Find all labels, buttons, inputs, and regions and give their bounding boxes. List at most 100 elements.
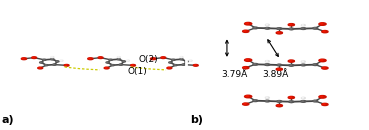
Circle shape bbox=[254, 100, 256, 101]
Circle shape bbox=[169, 62, 170, 63]
Circle shape bbox=[39, 67, 41, 68]
Circle shape bbox=[56, 61, 59, 62]
Circle shape bbox=[289, 60, 292, 61]
Circle shape bbox=[266, 97, 268, 98]
Circle shape bbox=[265, 61, 269, 62]
Circle shape bbox=[162, 57, 163, 58]
Circle shape bbox=[266, 64, 268, 65]
Circle shape bbox=[288, 60, 294, 62]
Text: O(1): O(1) bbox=[127, 67, 147, 76]
Circle shape bbox=[265, 27, 270, 29]
Circle shape bbox=[288, 96, 294, 99]
Circle shape bbox=[64, 64, 69, 66]
Circle shape bbox=[277, 105, 280, 106]
Circle shape bbox=[243, 30, 249, 32]
Circle shape bbox=[323, 104, 325, 105]
Circle shape bbox=[122, 61, 125, 62]
Circle shape bbox=[301, 97, 305, 99]
Circle shape bbox=[289, 24, 292, 25]
Text: 3.89Å: 3.89Å bbox=[262, 70, 288, 79]
Circle shape bbox=[278, 64, 280, 65]
Circle shape bbox=[244, 103, 246, 104]
Circle shape bbox=[322, 31, 328, 33]
Circle shape bbox=[127, 60, 128, 61]
Circle shape bbox=[276, 105, 282, 107]
Circle shape bbox=[301, 25, 305, 26]
Circle shape bbox=[245, 22, 252, 25]
Text: O(2): O(2) bbox=[138, 55, 158, 64]
Circle shape bbox=[183, 64, 184, 65]
Circle shape bbox=[290, 101, 292, 102]
Circle shape bbox=[277, 28, 282, 29]
Circle shape bbox=[107, 62, 108, 63]
Circle shape bbox=[172, 59, 175, 60]
Circle shape bbox=[180, 59, 183, 60]
Circle shape bbox=[99, 57, 101, 58]
Circle shape bbox=[33, 57, 34, 58]
Circle shape bbox=[61, 60, 62, 61]
Circle shape bbox=[288, 24, 294, 26]
Circle shape bbox=[319, 96, 326, 98]
Circle shape bbox=[301, 64, 306, 66]
Circle shape bbox=[301, 28, 306, 29]
Circle shape bbox=[131, 64, 135, 66]
Circle shape bbox=[278, 28, 280, 29]
Circle shape bbox=[322, 103, 328, 106]
Circle shape bbox=[190, 60, 191, 61]
Circle shape bbox=[111, 65, 114, 66]
Circle shape bbox=[289, 97, 292, 98]
Circle shape bbox=[289, 28, 294, 30]
Circle shape bbox=[117, 59, 120, 60]
Circle shape bbox=[323, 31, 325, 32]
Circle shape bbox=[319, 59, 326, 62]
Circle shape bbox=[243, 103, 249, 105]
Text: b): b) bbox=[190, 115, 203, 125]
Circle shape bbox=[189, 60, 192, 61]
Circle shape bbox=[319, 23, 326, 25]
Circle shape bbox=[289, 101, 294, 103]
Circle shape bbox=[182, 64, 185, 65]
Circle shape bbox=[127, 60, 130, 61]
Circle shape bbox=[313, 27, 318, 29]
Circle shape bbox=[180, 57, 183, 58]
Circle shape bbox=[265, 100, 270, 102]
Circle shape bbox=[45, 65, 48, 66]
Circle shape bbox=[38, 67, 43, 69]
Circle shape bbox=[266, 100, 268, 101]
Circle shape bbox=[193, 64, 198, 66]
Circle shape bbox=[301, 101, 306, 102]
Circle shape bbox=[174, 65, 177, 66]
Circle shape bbox=[314, 100, 315, 101]
Circle shape bbox=[152, 58, 154, 59]
Circle shape bbox=[60, 60, 63, 61]
Circle shape bbox=[185, 61, 188, 62]
Circle shape bbox=[322, 67, 328, 69]
Circle shape bbox=[246, 59, 248, 60]
Circle shape bbox=[245, 95, 252, 98]
Circle shape bbox=[151, 58, 156, 60]
Circle shape bbox=[323, 67, 325, 68]
Circle shape bbox=[277, 32, 280, 33]
Circle shape bbox=[39, 62, 43, 63]
Circle shape bbox=[106, 62, 109, 63]
Circle shape bbox=[253, 100, 258, 102]
Circle shape bbox=[253, 63, 258, 65]
Circle shape bbox=[276, 32, 282, 34]
Circle shape bbox=[245, 59, 252, 61]
Circle shape bbox=[313, 64, 318, 66]
Circle shape bbox=[168, 67, 170, 68]
Circle shape bbox=[246, 23, 248, 24]
Circle shape bbox=[110, 59, 111, 60]
Circle shape bbox=[276, 68, 282, 70]
Circle shape bbox=[302, 64, 304, 65]
Circle shape bbox=[243, 67, 249, 69]
Circle shape bbox=[43, 59, 46, 60]
Circle shape bbox=[53, 64, 56, 65]
Circle shape bbox=[320, 96, 323, 97]
Circle shape bbox=[98, 57, 103, 59]
Circle shape bbox=[265, 64, 270, 66]
Circle shape bbox=[244, 67, 246, 68]
Circle shape bbox=[54, 64, 55, 65]
Circle shape bbox=[32, 57, 37, 59]
Circle shape bbox=[246, 96, 248, 97]
